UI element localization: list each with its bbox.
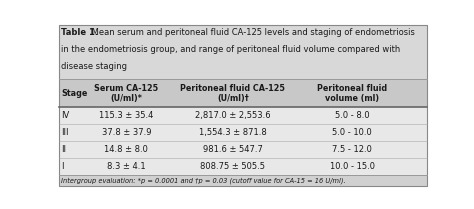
Text: Table 1.: Table 1. bbox=[61, 28, 98, 37]
Text: Serum CA-125
(U/ml)*: Serum CA-125 (U/ml)* bbox=[94, 84, 158, 103]
Text: IV: IV bbox=[61, 111, 69, 120]
Text: III: III bbox=[61, 128, 69, 137]
Bar bbox=[59, 107, 427, 124]
Text: I: I bbox=[61, 162, 64, 171]
Text: 8.3 ± 4.1: 8.3 ± 4.1 bbox=[107, 162, 146, 171]
Text: 2,817.0 ± 2,553.6: 2,817.0 ± 2,553.6 bbox=[195, 111, 271, 120]
Text: in the endometriosis group, and range of peritoneal fluid volume compared with: in the endometriosis group, and range of… bbox=[61, 45, 401, 54]
Bar bbox=[59, 124, 427, 141]
Text: Stage: Stage bbox=[61, 89, 88, 98]
Text: 981.6 ± 547.7: 981.6 ± 547.7 bbox=[203, 145, 263, 154]
Text: Peritoneal fluid
volume (ml): Peritoneal fluid volume (ml) bbox=[317, 84, 387, 103]
Text: 1,554.3 ± 871.8: 1,554.3 ± 871.8 bbox=[199, 128, 267, 137]
Bar bbox=[59, 79, 427, 107]
Text: II: II bbox=[61, 145, 66, 154]
Bar bbox=[59, 25, 427, 79]
Text: 5.0 - 10.0: 5.0 - 10.0 bbox=[332, 128, 372, 137]
Text: 115.3 ± 35.4: 115.3 ± 35.4 bbox=[99, 111, 154, 120]
Text: 5.0 - 8.0: 5.0 - 8.0 bbox=[335, 111, 370, 120]
Bar bbox=[59, 175, 427, 186]
Bar bbox=[59, 141, 427, 158]
Bar bbox=[59, 158, 427, 175]
Text: 808.75 ± 505.5: 808.75 ± 505.5 bbox=[201, 162, 265, 171]
Text: 10.0 - 15.0: 10.0 - 15.0 bbox=[330, 162, 375, 171]
Text: 7.5 - 12.0: 7.5 - 12.0 bbox=[332, 145, 372, 154]
Text: Peritoneal fluid CA-125
(U/ml)†: Peritoneal fluid CA-125 (U/ml)† bbox=[181, 84, 285, 103]
Text: 37.8 ± 37.9: 37.8 ± 37.9 bbox=[101, 128, 151, 137]
Text: Mean serum and peritoneal fluid CA-125 levels and staging of endometriosis: Mean serum and peritoneal fluid CA-125 l… bbox=[89, 28, 414, 37]
Text: Intergroup evaluation: *p = 0.0001 and †p = 0.03 (cutoff value for CA-15 = 16 U/: Intergroup evaluation: *p = 0.0001 and †… bbox=[61, 177, 346, 184]
Text: 14.8 ± 8.0: 14.8 ± 8.0 bbox=[104, 145, 148, 154]
Text: disease staging: disease staging bbox=[61, 62, 127, 71]
